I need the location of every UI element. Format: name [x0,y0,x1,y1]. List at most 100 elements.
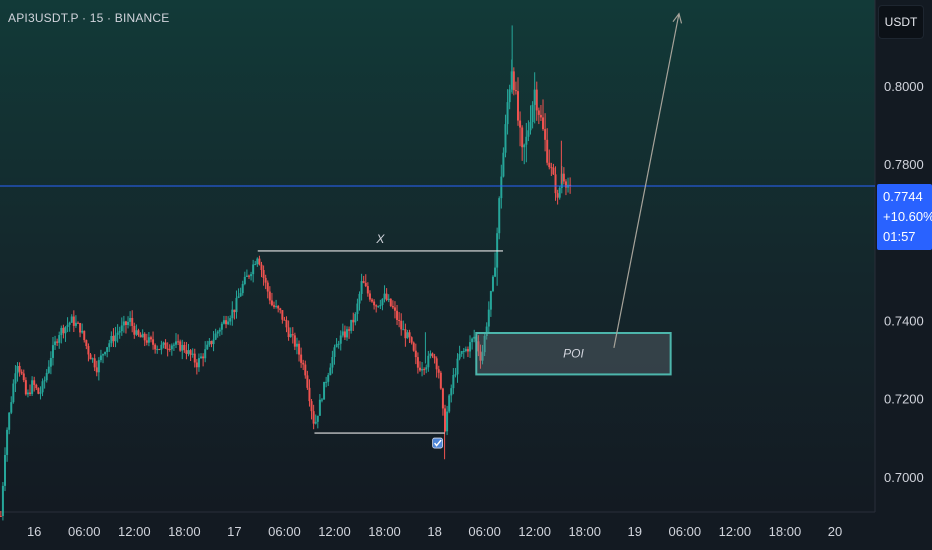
time-tick-label: 06:00 [68,524,101,539]
candle-body [527,130,530,137]
candle-body [427,355,430,368]
candle-body [431,353,434,357]
candle-body [210,341,213,345]
time-tick-label: 06:00 [468,524,501,539]
candle-body [154,344,157,350]
candle-body [327,375,330,382]
candle-body [193,353,196,363]
candle-body [471,338,474,343]
candle-body [569,184,572,187]
candle-body [362,281,365,283]
candle-body [250,274,253,277]
candle-body [95,367,98,373]
candle-body [231,309,234,319]
candle-body [54,341,57,346]
time-tick-label: 12:00 [518,524,551,539]
candle-body [254,264,257,266]
poi-zone[interactable] [475,331,672,376]
candle-body [133,325,136,335]
candle-body [83,330,86,341]
candle-body [43,380,46,382]
candle-body [410,337,413,343]
candle-body [546,139,549,163]
candle-body [529,122,532,131]
candle-body [175,341,178,345]
candle-body [124,321,127,325]
candle-body [252,264,255,275]
last-price-value: 0.7744 [883,189,923,204]
projection-arrow[interactable] [613,13,680,348]
candle-body [256,258,259,265]
candle-body [76,322,79,324]
candle-body [247,275,250,277]
time-tick-label: 18:00 [568,524,601,539]
candle-body [41,381,44,393]
candle-body [462,350,465,352]
candle-body [139,335,142,338]
candle-body [531,104,534,123]
candle-body [454,374,457,376]
candle-body [99,355,102,361]
candle-body [519,120,522,128]
candle-body [291,334,294,336]
candle-body [310,401,313,412]
currency-button[interactable]: USDT [878,5,924,39]
candle-body [552,167,555,175]
candle-body [379,305,382,307]
candle-body [348,329,351,331]
candle-body [318,399,321,416]
candle-body [189,350,192,355]
price-tick-label: 0.8000 [884,79,924,94]
candle-body [129,317,132,322]
candle-body [481,352,484,361]
price-axis[interactable]: 0.7000 0.7200 0.7400 0.7800 0.8000 [884,79,924,485]
candle-body [398,319,401,321]
candle-body [542,117,545,130]
candle-body [352,319,355,323]
candle-body [62,327,65,334]
price-tick-label: 0.7800 [884,157,924,172]
price-change-percent: +10.60% [883,209,932,224]
candle-body [164,342,167,349]
candle-body [220,323,223,330]
time-tick-label: 18:00 [769,524,802,539]
candle-body [502,152,505,177]
symbol-title[interactable]: API3USDT.P · 15 · BINANCE [8,11,170,25]
candle-body [391,306,394,308]
candle-body [512,71,515,91]
candle-body [160,344,163,350]
candle-body [535,89,538,111]
candle-body [20,371,23,374]
price-tick-label: 0.7000 [884,470,924,485]
candle-body [479,351,482,361]
candle-body [162,342,165,345]
candle-body [206,344,209,350]
time-axis[interactable]: 16 06:00 12:00 18:00 17 06:00 12:00 18:00 18 06:0… [27,524,842,539]
candle-body [66,324,69,327]
candle-body [127,321,130,325]
candle-body [225,320,228,325]
candle-body [368,293,371,300]
candle-body [235,297,238,313]
candle-body [116,332,119,335]
candle-body [304,364,307,376]
candle-body [521,127,524,148]
candle-body [464,349,467,351]
candle-body [285,320,288,328]
candles-layer [0,25,572,521]
candle-body [122,321,125,326]
time-tick-label: 16 [27,524,41,539]
x-level-label: X [375,232,385,246]
candle-body [456,358,459,375]
candle-body [166,348,169,350]
candle-body [494,267,497,277]
candle-body [396,310,399,320]
candle-body [208,341,211,345]
candle-body [425,367,428,370]
candle-body [58,335,61,343]
candle-body [258,258,261,265]
candle-body [556,193,559,198]
candle-body [51,345,54,358]
candle-body [356,303,359,314]
